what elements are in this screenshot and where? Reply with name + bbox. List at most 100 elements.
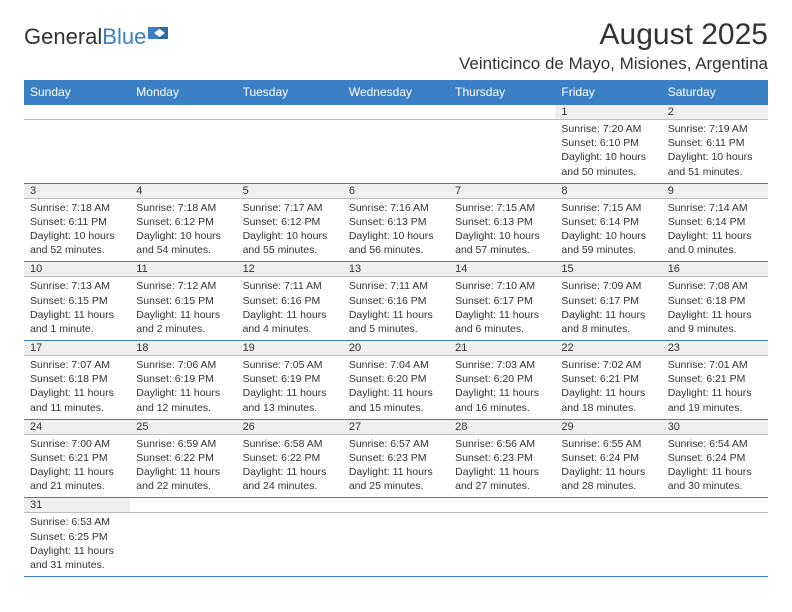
day-detail-cell: Sunrise: 7:18 AMSunset: 6:11 PMDaylight:…: [24, 198, 130, 262]
day-detail-cell: [237, 513, 343, 577]
title-block: August 2025 Veinticinco de Mayo, Misione…: [459, 18, 768, 74]
day-number-cell: [237, 105, 343, 120]
day-detail-cell: [130, 120, 236, 184]
calendar-table: SundayMondayTuesdayWednesdayThursdayFrid…: [24, 80, 768, 577]
day-detail-cell: [237, 120, 343, 184]
weekday-header: Sunday: [24, 80, 130, 105]
day-detail-cell: Sunrise: 7:02 AMSunset: 6:21 PMDaylight:…: [555, 356, 661, 420]
day-number-cell: 21: [449, 341, 555, 356]
day-detail-cell: [24, 120, 130, 184]
day-detail-cell: Sunrise: 7:09 AMSunset: 6:17 PMDaylight:…: [555, 277, 661, 341]
detail-row: Sunrise: 7:18 AMSunset: 6:11 PMDaylight:…: [24, 198, 768, 262]
day-number-cell: 11: [130, 262, 236, 277]
day-detail-cell: Sunrise: 7:10 AMSunset: 6:17 PMDaylight:…: [449, 277, 555, 341]
detail-row: Sunrise: 7:00 AMSunset: 6:21 PMDaylight:…: [24, 434, 768, 498]
day-detail-cell: Sunrise: 6:55 AMSunset: 6:24 PMDaylight:…: [555, 434, 661, 498]
day-number-cell: 26: [237, 419, 343, 434]
daynum-row: 31: [24, 498, 768, 513]
day-number-cell: 20: [343, 341, 449, 356]
day-detail-cell: [662, 513, 768, 577]
day-detail-cell: Sunrise: 7:19 AMSunset: 6:11 PMDaylight:…: [662, 120, 768, 184]
day-number-cell: [449, 498, 555, 513]
day-number-cell: [130, 498, 236, 513]
flag-icon: [148, 25, 172, 41]
day-detail-cell: Sunrise: 7:15 AMSunset: 6:14 PMDaylight:…: [555, 198, 661, 262]
day-detail-cell: Sunrise: 7:05 AMSunset: 6:19 PMDaylight:…: [237, 356, 343, 420]
logo-text-2: Blue: [102, 24, 146, 50]
weekday-header-row: SundayMondayTuesdayWednesdayThursdayFrid…: [24, 80, 768, 105]
daynum-row: 3456789: [24, 183, 768, 198]
day-detail-cell: Sunrise: 7:04 AMSunset: 6:20 PMDaylight:…: [343, 356, 449, 420]
logo-text-1: General: [24, 24, 102, 50]
detail-row: Sunrise: 7:07 AMSunset: 6:18 PMDaylight:…: [24, 356, 768, 420]
day-number-cell: [662, 498, 768, 513]
weekday-header: Thursday: [449, 80, 555, 105]
weekday-header: Wednesday: [343, 80, 449, 105]
day-detail-cell: [343, 513, 449, 577]
day-number-cell: 9: [662, 183, 768, 198]
day-number-cell: 8: [555, 183, 661, 198]
header: GeneralBlue August 2025 Veinticinco de M…: [24, 18, 768, 74]
detail-row: Sunrise: 7:13 AMSunset: 6:15 PMDaylight:…: [24, 277, 768, 341]
day-detail-cell: Sunrise: 6:57 AMSunset: 6:23 PMDaylight:…: [343, 434, 449, 498]
day-detail-cell: Sunrise: 7:18 AMSunset: 6:12 PMDaylight:…: [130, 198, 236, 262]
day-detail-cell: Sunrise: 7:07 AMSunset: 6:18 PMDaylight:…: [24, 356, 130, 420]
day-number-cell: 23: [662, 341, 768, 356]
day-number-cell: 28: [449, 419, 555, 434]
day-number-cell: 2: [662, 105, 768, 120]
day-detail-cell: Sunrise: 7:17 AMSunset: 6:12 PMDaylight:…: [237, 198, 343, 262]
day-number-cell: 24: [24, 419, 130, 434]
day-number-cell: 14: [449, 262, 555, 277]
detail-row: Sunrise: 7:20 AMSunset: 6:10 PMDaylight:…: [24, 120, 768, 184]
day-number-cell: 13: [343, 262, 449, 277]
day-number-cell: 19: [237, 341, 343, 356]
daynum-row: 24252627282930: [24, 419, 768, 434]
day-detail-cell: Sunrise: 7:11 AMSunset: 6:16 PMDaylight:…: [237, 277, 343, 341]
day-number-cell: 7: [449, 183, 555, 198]
day-detail-cell: [449, 120, 555, 184]
day-number-cell: 3: [24, 183, 130, 198]
detail-row: Sunrise: 6:53 AMSunset: 6:25 PMDaylight:…: [24, 513, 768, 577]
day-detail-cell: Sunrise: 6:53 AMSunset: 6:25 PMDaylight:…: [24, 513, 130, 577]
day-number-cell: 1: [555, 105, 661, 120]
day-detail-cell: Sunrise: 7:15 AMSunset: 6:13 PMDaylight:…: [449, 198, 555, 262]
day-detail-cell: Sunrise: 7:00 AMSunset: 6:21 PMDaylight:…: [24, 434, 130, 498]
day-detail-cell: Sunrise: 7:14 AMSunset: 6:14 PMDaylight:…: [662, 198, 768, 262]
day-number-cell: [237, 498, 343, 513]
day-number-cell: 12: [237, 262, 343, 277]
weekday-header: Saturday: [662, 80, 768, 105]
day-number-cell: 18: [130, 341, 236, 356]
day-detail-cell: Sunrise: 7:11 AMSunset: 6:16 PMDaylight:…: [343, 277, 449, 341]
day-detail-cell: Sunrise: 7:13 AMSunset: 6:15 PMDaylight:…: [24, 277, 130, 341]
day-detail-cell: Sunrise: 7:08 AMSunset: 6:18 PMDaylight:…: [662, 277, 768, 341]
calendar-body: 12Sunrise: 7:20 AMSunset: 6:10 PMDayligh…: [24, 105, 768, 577]
day-number-cell: [130, 105, 236, 120]
day-number-cell: 4: [130, 183, 236, 198]
day-number-cell: [555, 498, 661, 513]
day-number-cell: [24, 105, 130, 120]
day-number-cell: 5: [237, 183, 343, 198]
weekday-header: Monday: [130, 80, 236, 105]
day-number-cell: 25: [130, 419, 236, 434]
day-number-cell: 27: [343, 419, 449, 434]
day-detail-cell: Sunrise: 7:20 AMSunset: 6:10 PMDaylight:…: [555, 120, 661, 184]
day-number-cell: 22: [555, 341, 661, 356]
day-detail-cell: Sunrise: 6:54 AMSunset: 6:24 PMDaylight:…: [662, 434, 768, 498]
day-detail-cell: [343, 120, 449, 184]
weekday-header: Friday: [555, 80, 661, 105]
day-number-cell: [343, 498, 449, 513]
day-detail-cell: Sunrise: 6:56 AMSunset: 6:23 PMDaylight:…: [449, 434, 555, 498]
month-title: August 2025: [459, 18, 768, 52]
weekday-header: Tuesday: [237, 80, 343, 105]
day-detail-cell: [449, 513, 555, 577]
day-detail-cell: Sunrise: 7:16 AMSunset: 6:13 PMDaylight:…: [343, 198, 449, 262]
day-detail-cell: Sunrise: 7:03 AMSunset: 6:20 PMDaylight:…: [449, 356, 555, 420]
location: Veinticinco de Mayo, Misiones, Argentina: [459, 54, 768, 74]
day-detail-cell: [130, 513, 236, 577]
daynum-row: 12: [24, 105, 768, 120]
day-detail-cell: Sunrise: 6:58 AMSunset: 6:22 PMDaylight:…: [237, 434, 343, 498]
day-detail-cell: Sunrise: 7:06 AMSunset: 6:19 PMDaylight:…: [130, 356, 236, 420]
day-number-cell: [449, 105, 555, 120]
day-number-cell: 31: [24, 498, 130, 513]
day-number-cell: 30: [662, 419, 768, 434]
